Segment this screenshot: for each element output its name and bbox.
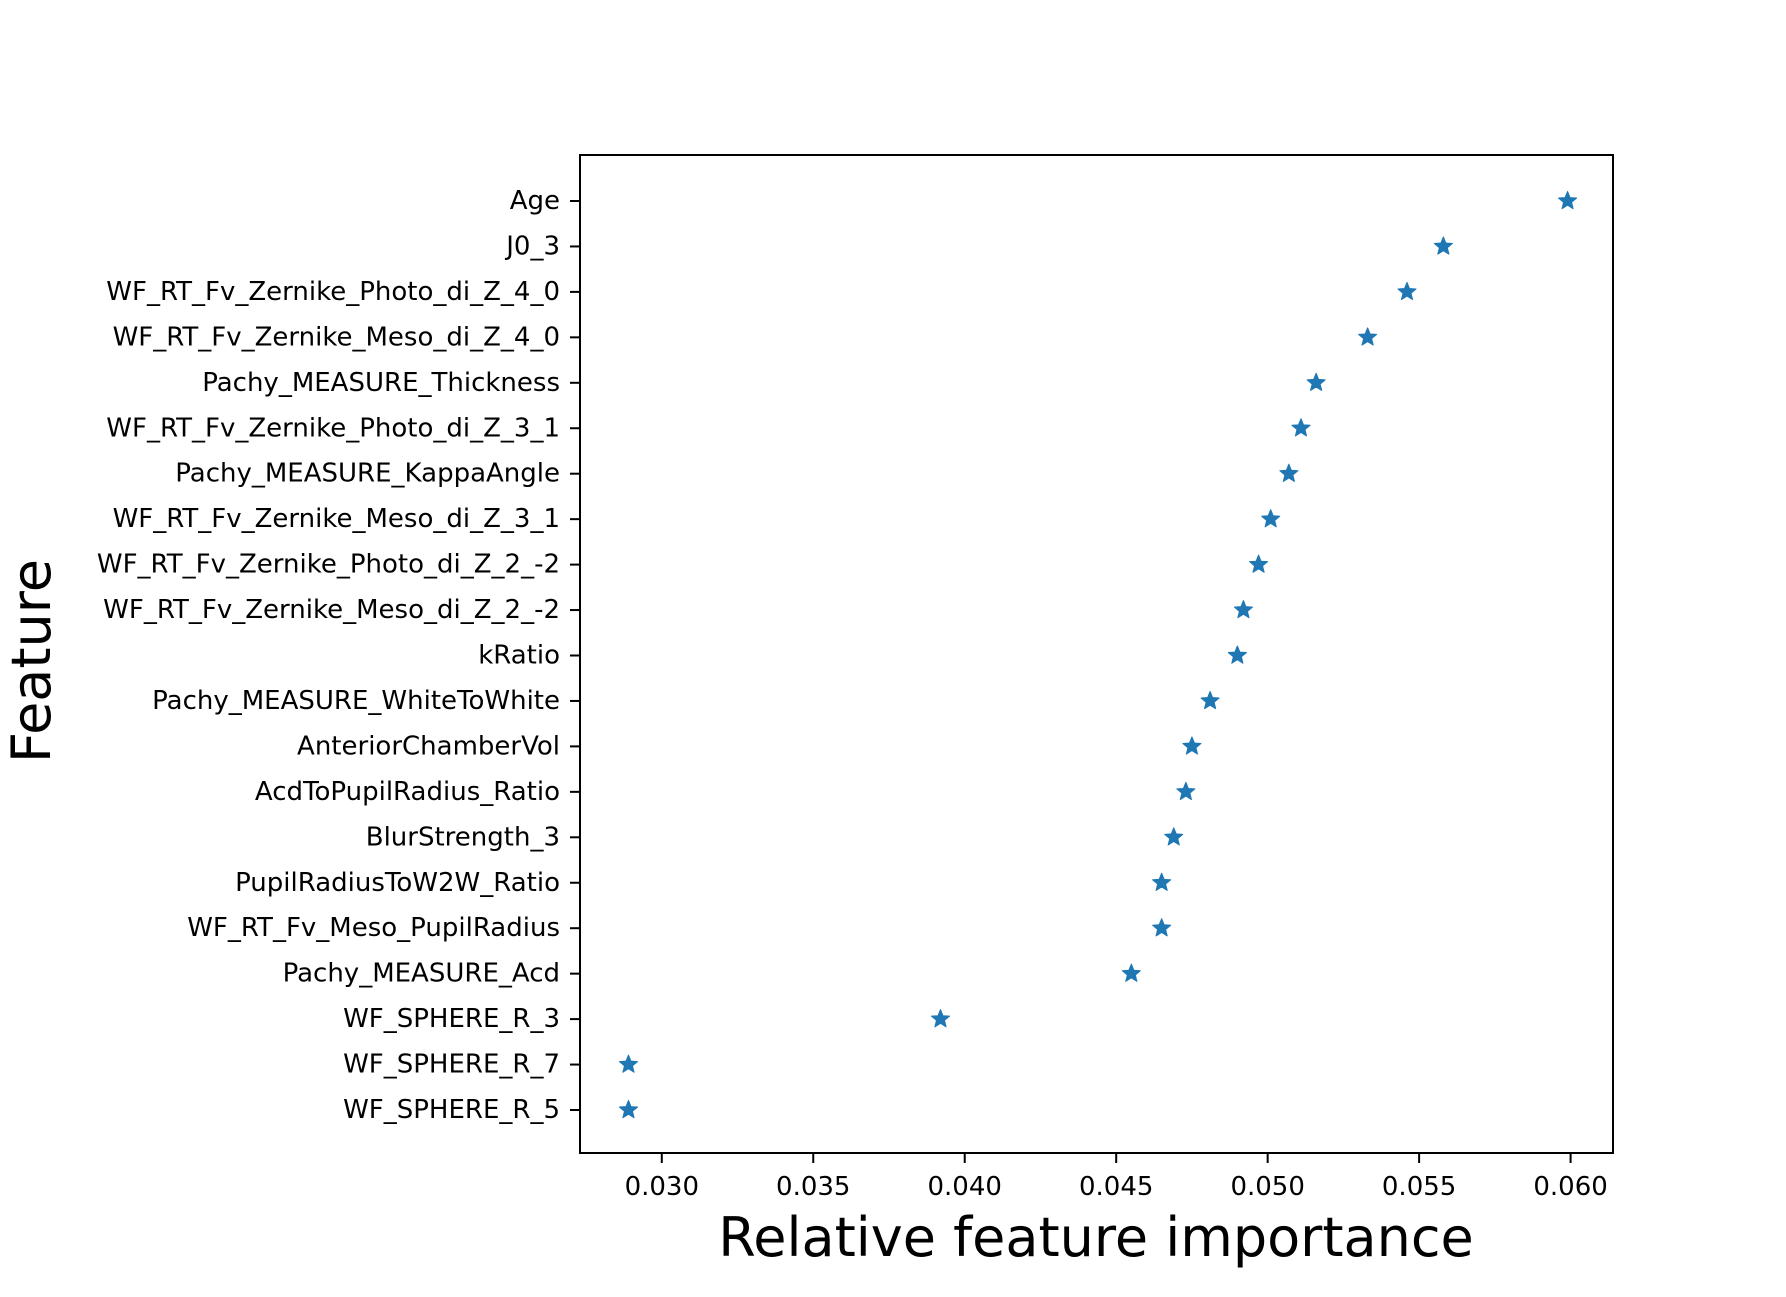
y-tick-label: Pachy_MEASURE_Acd bbox=[283, 959, 560, 989]
data-point-star bbox=[618, 1054, 638, 1073]
data-point-star bbox=[1279, 463, 1299, 482]
data-point-star bbox=[1558, 191, 1578, 210]
y-tick-label: WF_RT_Fv_Zernike_Photo_di_Z_3_1 bbox=[106, 413, 560, 443]
data-markers bbox=[618, 191, 1578, 1119]
x-tick-label: 0.050 bbox=[1230, 1172, 1304, 1202]
data-point-star bbox=[1249, 554, 1269, 573]
data-point-star bbox=[1261, 509, 1281, 528]
y-tick-label: WF_SPHERE_R_7 bbox=[343, 1050, 560, 1080]
y-tick-label: WF_RT_Fv_Zernike_Meso_di_Z_4_0 bbox=[113, 322, 560, 352]
x-axis: 0.030 0.035 0.040 0.045 0.050 0.055 0.060 bbox=[625, 1153, 1608, 1202]
y-tick-label: WF_RT_Fv_Zernike_Photo_di_Z_4_0 bbox=[106, 277, 560, 307]
data-point-star bbox=[1164, 827, 1184, 846]
y-tick-label: AnteriorChamberVol bbox=[297, 731, 560, 761]
y-tick-label: WF_SPHERE_R_5 bbox=[343, 1095, 560, 1125]
x-tick-label: 0.030 bbox=[625, 1172, 699, 1202]
data-point-star bbox=[1176, 781, 1196, 801]
y-tick-label: WF_RT_Fv_Zernike_Photo_di_Z_2_-2 bbox=[97, 550, 560, 580]
y-tick-label: J0_3 bbox=[504, 231, 560, 261]
y-tick-label: AcdToPupilRadius_Ratio bbox=[255, 777, 560, 807]
x-tick-label: 0.055 bbox=[1382, 1172, 1456, 1202]
y-tick-label: WF_RT_Fv_Zernike_Meso_di_Z_3_1 bbox=[113, 504, 560, 534]
data-point-star bbox=[1121, 963, 1141, 982]
y-tick-label: BlurStrength_3 bbox=[366, 822, 560, 852]
data-point-star bbox=[1227, 645, 1247, 664]
data-point-star bbox=[1306, 372, 1326, 391]
y-tick-label: WF_RT_Fv_Meso_PupilRadius bbox=[187, 913, 560, 943]
data-point-star bbox=[1291, 418, 1311, 437]
data-point-star bbox=[1152, 918, 1172, 937]
y-tick-label: kRatio bbox=[478, 641, 560, 671]
y-axis-title: Feature bbox=[0, 559, 63, 763]
x-axis-title: Relative feature importance bbox=[718, 1206, 1474, 1269]
x-tick-label: 0.045 bbox=[1079, 1172, 1153, 1202]
y-tick-label: PupilRadiusToW2W_Ratio bbox=[235, 868, 560, 898]
data-point-star bbox=[1182, 736, 1202, 755]
x-tick-label: 0.060 bbox=[1533, 1172, 1607, 1202]
y-axis: Age J0_3 WF_RT_Fv_Zernike_Photo_di_Z_4_0 WF… bbox=[97, 186, 580, 1125]
data-point-star bbox=[1433, 236, 1453, 255]
plot-frame bbox=[579, 154, 1614, 1154]
data-point-star bbox=[1200, 690, 1220, 710]
y-tick-label: WF_RT_Fv_Zernike_Meso_di_Z_2_-2 bbox=[103, 595, 560, 625]
data-point-star bbox=[1397, 281, 1417, 301]
x-tick-label: 0.040 bbox=[928, 1172, 1002, 1202]
x-tick-label: 0.035 bbox=[776, 1172, 850, 1202]
data-point-star bbox=[1152, 872, 1172, 891]
y-tick-label: WF_SPHERE_R_3 bbox=[343, 1004, 560, 1034]
data-point-star bbox=[618, 1100, 638, 1119]
data-point-star bbox=[1358, 327, 1378, 346]
y-tick-label: Pachy_MEASURE_KappaAngle bbox=[175, 459, 560, 489]
y-tick-label: Pachy_MEASURE_Thickness bbox=[202, 368, 560, 398]
y-tick-label: Pachy_MEASURE_WhiteToWhite bbox=[152, 686, 560, 716]
y-tick-label: Age bbox=[510, 186, 560, 216]
data-point-star bbox=[930, 1009, 951, 1028]
data-point-star bbox=[1233, 600, 1253, 619]
